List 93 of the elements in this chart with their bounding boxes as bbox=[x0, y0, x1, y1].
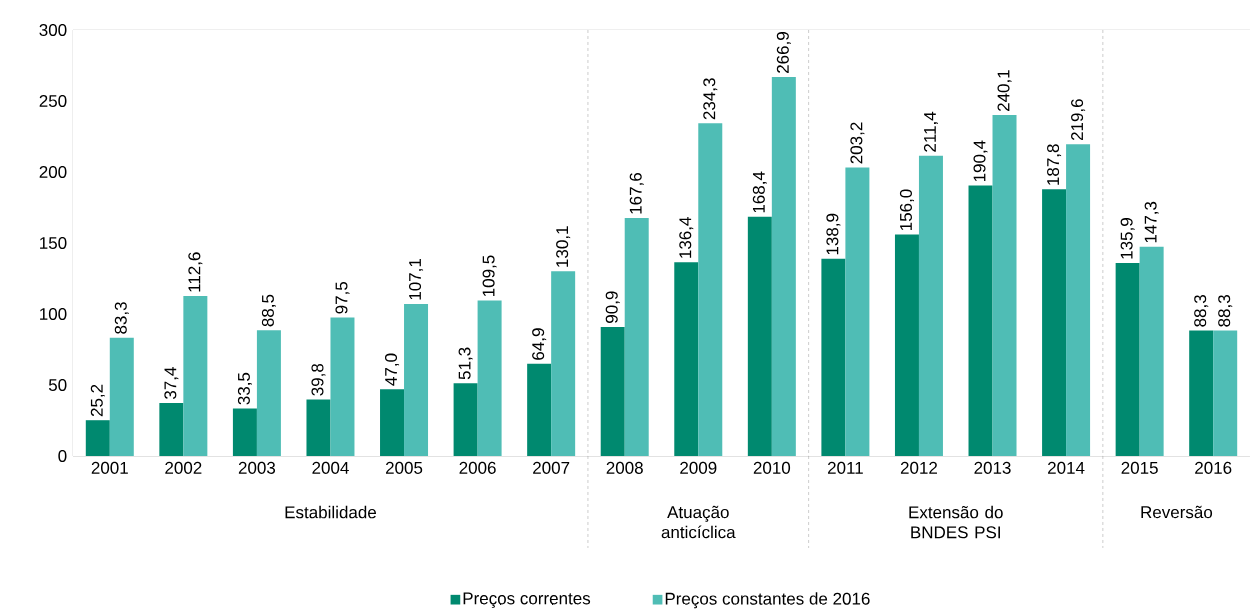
data-label: 190,4 bbox=[973, 140, 988, 182]
data-label: 135,9 bbox=[1120, 218, 1135, 259]
bar bbox=[256, 330, 281, 456]
bar bbox=[1115, 262, 1140, 456]
x-tick-label: 2008 bbox=[606, 461, 643, 474]
bar bbox=[698, 123, 723, 456]
bar bbox=[1042, 189, 1067, 456]
x-tick-label: 2009 bbox=[680, 461, 717, 474]
bar bbox=[1139, 246, 1164, 456]
data-label: 88,3 bbox=[1218, 295, 1233, 327]
legend-label: Preços constantes de 2016 bbox=[665, 592, 870, 609]
bar bbox=[992, 115, 1017, 456]
data-label: 51,3 bbox=[458, 347, 473, 380]
bar bbox=[232, 408, 257, 456]
data-label: 25,2 bbox=[90, 384, 105, 417]
bar bbox=[330, 317, 355, 456]
legend-label: Preços correntes bbox=[463, 592, 591, 608]
data-label: 130,1 bbox=[556, 226, 571, 267]
bar bbox=[894, 234, 919, 456]
bar bbox=[183, 296, 208, 456]
bar bbox=[968, 185, 993, 456]
y-tick-label: 150 bbox=[40, 236, 67, 249]
data-label: 109,5 bbox=[482, 255, 497, 296]
x-tick-label: 2010 bbox=[753, 461, 791, 474]
bar bbox=[1213, 330, 1238, 456]
x-tick-label: 2005 bbox=[385, 461, 423, 474]
bar bbox=[404, 303, 429, 456]
data-label: 138,9 bbox=[826, 213, 841, 255]
bar bbox=[453, 383, 478, 456]
bar bbox=[624, 217, 649, 456]
x-tick-label: 2007 bbox=[533, 461, 570, 474]
x-tick-label: 2003 bbox=[238, 461, 276, 474]
bar bbox=[380, 389, 405, 456]
data-label: 187,8 bbox=[1047, 144, 1062, 185]
x-tick-label: 2006 bbox=[459, 461, 496, 474]
x-tick-label: 2014 bbox=[1048, 461, 1085, 474]
data-label: 107,1 bbox=[409, 258, 424, 300]
data-label: 90,9 bbox=[605, 291, 620, 323]
data-label: 47,0 bbox=[385, 353, 400, 386]
bar bbox=[306, 399, 331, 456]
data-label: 33,5 bbox=[237, 372, 252, 405]
data-label: 156,0 bbox=[899, 189, 914, 230]
data-label: 83,3 bbox=[114, 302, 129, 334]
data-label: 88,3 bbox=[1194, 295, 1209, 327]
x-tick-label: 2001 bbox=[91, 461, 128, 474]
data-label: 37,4 bbox=[164, 367, 179, 399]
x-tick-label: 2012 bbox=[900, 461, 937, 474]
band-label: Extensão do BNDES PSI bbox=[909, 505, 1003, 539]
data-label: 240,1 bbox=[997, 70, 1012, 111]
bar bbox=[821, 258, 846, 456]
bar bbox=[1066, 144, 1091, 456]
x-tick-label: 2015 bbox=[1121, 461, 1158, 474]
bar bbox=[551, 271, 576, 456]
data-label: 234,3 bbox=[703, 78, 718, 120]
bar bbox=[527, 363, 552, 456]
data-label: 88,5 bbox=[261, 294, 276, 327]
y-tick-label: 50 bbox=[48, 378, 67, 391]
x-tick-label: 2013 bbox=[974, 461, 1011, 474]
x-tick-label: 2016 bbox=[1195, 461, 1232, 474]
data-label: 266,9 bbox=[776, 32, 791, 73]
band-label: Atuação anticíclica bbox=[661, 505, 736, 539]
bar bbox=[845, 167, 870, 456]
x-tick-label: 2004 bbox=[312, 461, 349, 474]
bar bbox=[85, 420, 110, 456]
data-label: 219,6 bbox=[1071, 99, 1086, 141]
bar bbox=[109, 337, 134, 456]
data-label: 168,4 bbox=[752, 171, 767, 213]
bar bbox=[674, 262, 699, 456]
data-label: 211,4 bbox=[923, 111, 938, 152]
data-label: 64,9 bbox=[532, 328, 547, 360]
band-label: Estabilidade bbox=[285, 505, 377, 519]
y-tick-label: 200 bbox=[39, 165, 67, 178]
bar bbox=[477, 300, 502, 456]
bar bbox=[918, 155, 943, 456]
data-label: 97,5 bbox=[335, 281, 350, 314]
bar bbox=[747, 216, 772, 456]
bar bbox=[159, 402, 184, 456]
y-tick-label: 0 bbox=[58, 449, 67, 462]
data-label: 39,8 bbox=[311, 363, 326, 396]
y-tick-label: 300 bbox=[39, 23, 67, 36]
band-label: Reversão bbox=[1141, 505, 1213, 519]
data-label: 147,3 bbox=[1144, 201, 1159, 243]
data-label: 136,4 bbox=[679, 217, 694, 258]
y-tick-label: 250 bbox=[39, 94, 67, 107]
data-label: 112,6 bbox=[188, 252, 203, 292]
x-tick-label: 2011 bbox=[827, 461, 863, 474]
bar bbox=[1189, 330, 1214, 456]
data-label: 167,6 bbox=[629, 172, 644, 214]
x-tick-label: 2002 bbox=[165, 461, 202, 474]
data-label: 203,2 bbox=[850, 122, 865, 164]
bar bbox=[600, 326, 625, 456]
bar bbox=[771, 76, 796, 456]
y-tick-label: 100 bbox=[40, 307, 67, 320]
